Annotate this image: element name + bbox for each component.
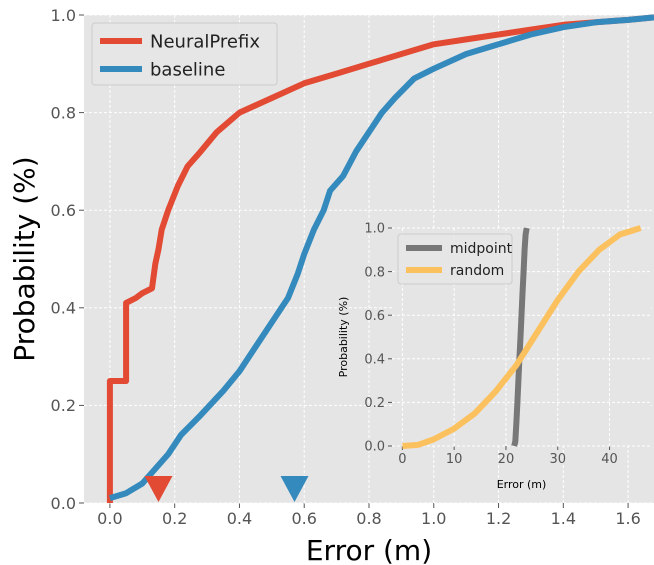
inset-y-tick-label: 0.6: [364, 309, 385, 324]
marker-down-triangle: [144, 476, 173, 502]
inset-y-tick-label: 0.4: [364, 352, 385, 367]
inset-y-tick-label: 1.0: [364, 222, 385, 237]
x-tick-label: 0.4: [227, 509, 252, 528]
inset-legend-label-random: random: [450, 263, 504, 279]
y-tick-label: 0.8: [51, 103, 76, 122]
x-tick-label: 1.4: [551, 509, 576, 528]
y-tick-label: 0.0: [51, 494, 76, 513]
inset-y-axis-label: Probability (%): [337, 297, 350, 378]
x-tick-label: 1.0: [421, 509, 446, 528]
inset-legend-label-midpoint: midpoint: [450, 241, 513, 257]
inset-y-tick-label: 0.2: [364, 396, 385, 411]
x-tick-label: 0.2: [162, 509, 187, 528]
x-tick-label: 0.0: [97, 509, 122, 528]
y-tick-label: 1.0: [51, 6, 76, 25]
inset-x-tick-label: 10: [446, 452, 463, 467]
inset-x-axis-label: Error (m): [497, 478, 547, 491]
inset-series-random: [402, 225, 642, 449]
legend-label-baseline: baseline: [150, 59, 225, 80]
inset-x-tick-label: 30: [549, 452, 566, 467]
x-axis-label: Error (m): [306, 534, 432, 565]
inset-chart: 0 10 20 30 40 0.0 0.2 0.4 0.6 0.8 1.0 midpoint rando…: [337, 222, 651, 491]
inset-y-tick-label: 0.8: [364, 265, 385, 280]
inset-x-tick-label: 20: [498, 452, 515, 467]
x-tick-label: 0.8: [356, 509, 381, 528]
x-tick-label: 0.6: [292, 509, 317, 528]
series-baseline: [109, 14, 654, 501]
series-neuralprefix: [106, 14, 654, 503]
y-axis-label: Probability (%): [8, 156, 41, 361]
y-tick-label: 0.2: [51, 396, 76, 415]
x-tick-label: 1.2: [486, 509, 511, 528]
y-tick-label: 0.6: [51, 201, 76, 220]
inset-y-tick-label: 0.0: [364, 440, 385, 455]
inset-x-tick-label: 0: [398, 452, 406, 467]
legend-label-neuralprefix: NeuralPrefix: [150, 31, 260, 52]
marker-down-triangle: [280, 476, 309, 502]
inset-x-tick-label: 40: [601, 452, 618, 467]
x-tick-label: 1.6: [615, 509, 640, 528]
y-tick-label: 0.4: [51, 299, 76, 318]
inset-series-midpoint: [511, 227, 530, 447]
